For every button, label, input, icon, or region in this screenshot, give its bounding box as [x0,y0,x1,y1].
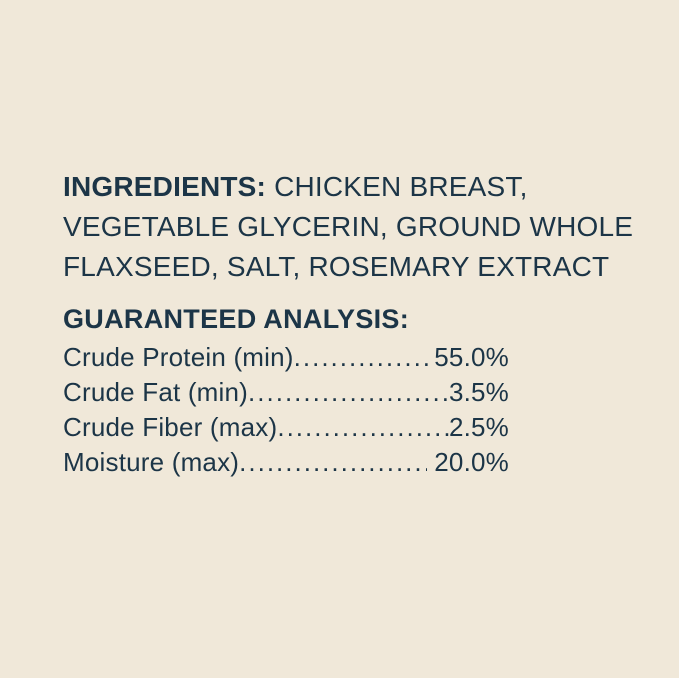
analysis-row-crude-fat: Crude Fat (min) ........................… [63,375,509,410]
dot-leader: ........................................… [277,412,449,442]
dot-leader: ........................................… [239,447,427,477]
dot-leader: ........................................… [293,342,435,372]
guaranteed-analysis-heading: GUARANTEED ANALYSIS: [63,304,410,334]
analysis-row-label: Moisture (max) [63,447,240,477]
analysis-row-value: 3.5% [448,377,509,407]
analysis-row-moisture: Moisture (max) .........................… [63,445,509,480]
guaranteed-analysis-table: Crude Protein (min) ....................… [63,340,509,480]
analysis-row-value: 2.5% [448,412,509,442]
analysis-row-crude-protein: Crude Protein (min) ....................… [63,340,509,375]
analysis-row-label: Crude Fat (min) [63,377,249,407]
dot-leader: ........................................… [248,377,449,407]
ingredients-heading: INGREDIENTS: [63,171,267,202]
analysis-row-value: 20.0% [426,447,509,477]
analysis-row-label: Crude Fiber (max) [63,412,278,442]
ingredients-paragraph: INGREDIENTS: CHICKEN BREAST, VEGETABLE G… [63,167,655,287]
ingredients-text: CHICKEN BREAST, VEGETABLE GLYCERIN, GROU… [63,171,634,282]
analysis-row-label: Crude Protein (min) [63,342,294,372]
analysis-row-value: 55.0% [434,342,509,372]
guaranteed-analysis-section: GUARANTEED ANALYSIS: Crude Protein (min)… [63,299,509,480]
analysis-row-crude-fiber: Crude Fiber (max) ......................… [63,410,509,445]
